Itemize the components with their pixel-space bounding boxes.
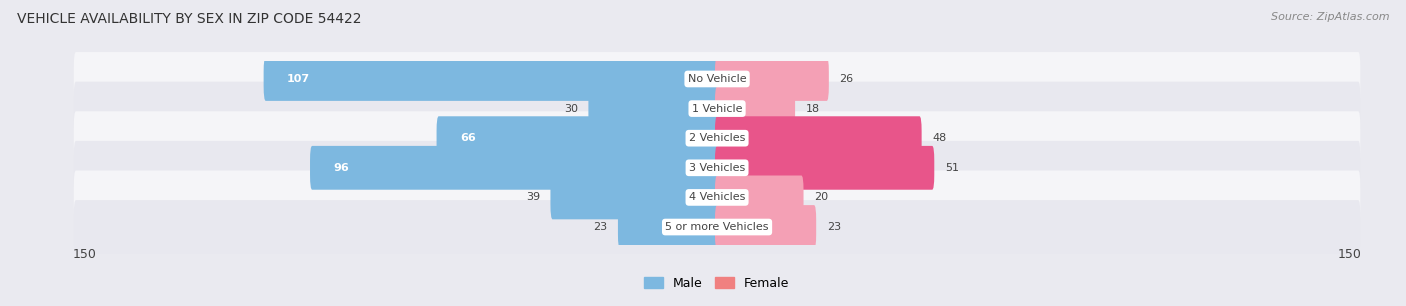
Text: 5 or more Vehicles: 5 or more Vehicles bbox=[665, 222, 769, 232]
Text: 23: 23 bbox=[593, 222, 607, 232]
FancyBboxPatch shape bbox=[73, 200, 1361, 254]
Text: 20: 20 bbox=[814, 192, 828, 203]
FancyBboxPatch shape bbox=[716, 116, 922, 160]
FancyBboxPatch shape bbox=[716, 176, 804, 219]
FancyBboxPatch shape bbox=[716, 87, 796, 130]
FancyBboxPatch shape bbox=[73, 82, 1361, 136]
FancyBboxPatch shape bbox=[551, 176, 720, 219]
FancyBboxPatch shape bbox=[73, 170, 1361, 224]
Text: 39: 39 bbox=[526, 192, 540, 203]
FancyBboxPatch shape bbox=[436, 116, 720, 160]
FancyBboxPatch shape bbox=[309, 146, 720, 190]
Legend: Male, Female: Male, Female bbox=[644, 277, 790, 290]
Text: 30: 30 bbox=[564, 103, 578, 114]
FancyBboxPatch shape bbox=[73, 111, 1361, 165]
Text: 18: 18 bbox=[806, 103, 820, 114]
Text: No Vehicle: No Vehicle bbox=[688, 74, 747, 84]
Text: 96: 96 bbox=[333, 163, 349, 173]
Text: 2 Vehicles: 2 Vehicles bbox=[689, 133, 745, 143]
Text: 66: 66 bbox=[460, 133, 475, 143]
Text: VEHICLE AVAILABILITY BY SEX IN ZIP CODE 54422: VEHICLE AVAILABILITY BY SEX IN ZIP CODE … bbox=[17, 12, 361, 26]
FancyBboxPatch shape bbox=[73, 141, 1361, 195]
Text: 107: 107 bbox=[287, 74, 309, 84]
Text: 4 Vehicles: 4 Vehicles bbox=[689, 192, 745, 203]
FancyBboxPatch shape bbox=[716, 146, 935, 190]
Text: 51: 51 bbox=[945, 163, 959, 173]
Text: 48: 48 bbox=[932, 133, 946, 143]
Text: 1 Vehicle: 1 Vehicle bbox=[692, 103, 742, 114]
FancyBboxPatch shape bbox=[73, 52, 1361, 106]
Text: Source: ZipAtlas.com: Source: ZipAtlas.com bbox=[1271, 12, 1389, 22]
FancyBboxPatch shape bbox=[716, 57, 830, 101]
FancyBboxPatch shape bbox=[716, 205, 817, 249]
Text: 23: 23 bbox=[827, 222, 841, 232]
Text: 26: 26 bbox=[839, 74, 853, 84]
FancyBboxPatch shape bbox=[619, 205, 720, 249]
FancyBboxPatch shape bbox=[589, 87, 720, 130]
FancyBboxPatch shape bbox=[263, 57, 720, 101]
Text: 3 Vehicles: 3 Vehicles bbox=[689, 163, 745, 173]
